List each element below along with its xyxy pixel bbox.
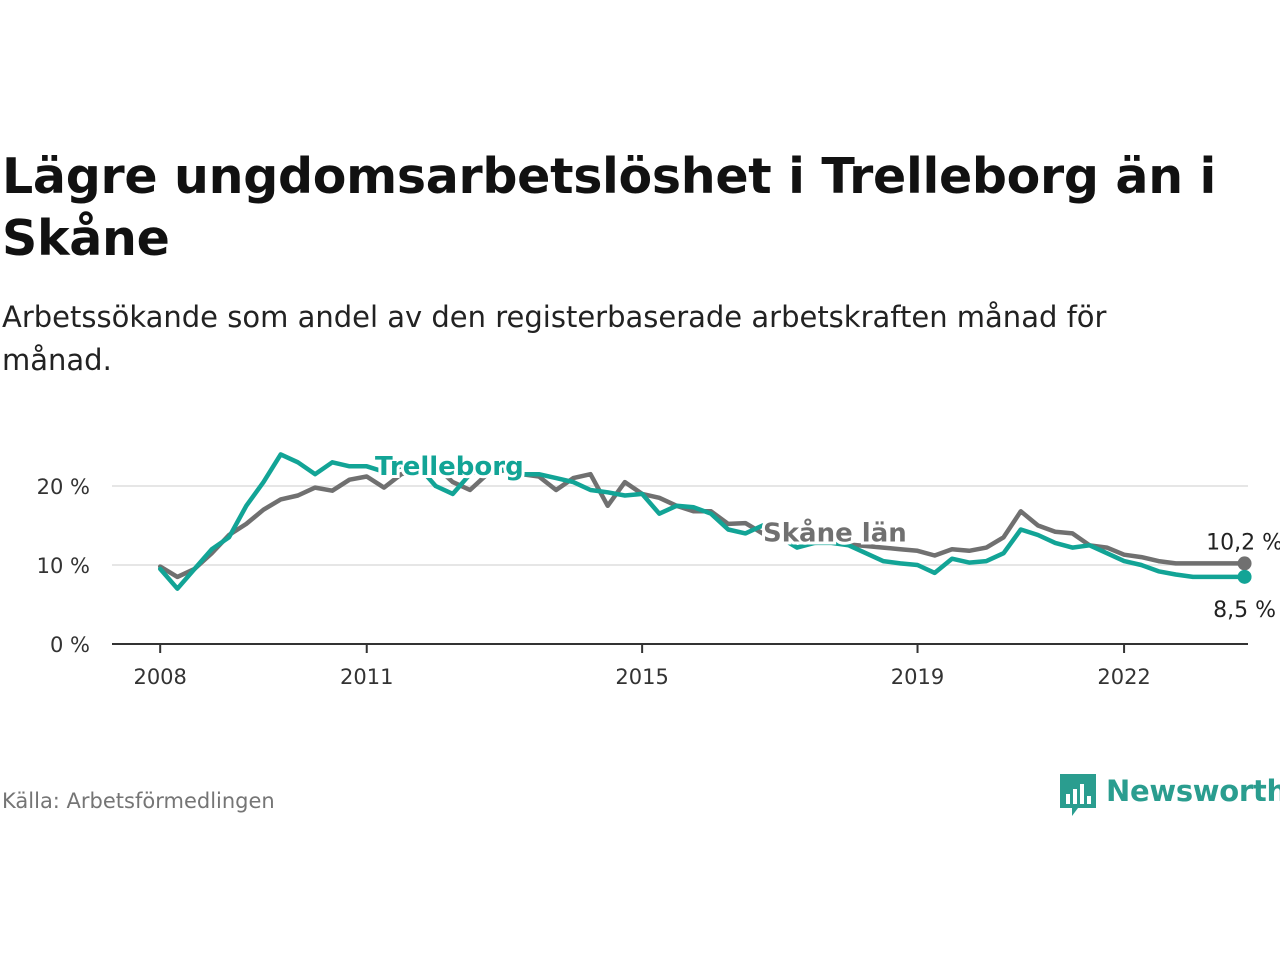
end-value-label: 10,2 % <box>1206 530 1280 555</box>
x-tick-label: 2015 <box>615 665 668 689</box>
chart-title: Lägre ungdomsarbetslöshet i Trelleborg ä… <box>2 148 1217 267</box>
line-chart: 0 % 10 % 20 % Skåne län Trelleborg 2008 2011… <box>37 449 1280 689</box>
y-axis-ticks: 0 % 10 % 20 % <box>37 475 90 657</box>
series-label: Skåne län <box>763 516 907 548</box>
x-tick-label: 2022 <box>1097 665 1150 689</box>
x-tick-label: 2019 <box>891 665 944 689</box>
end-point-marker <box>1237 569 1252 584</box>
x-tick-label: 2011 <box>340 665 393 689</box>
brand-name: Newsworthy <box>1106 774 1280 808</box>
series-labels: Skåne län Trelleborg <box>372 449 910 551</box>
newsworthy-bars-icon <box>1060 774 1096 816</box>
y-tick-label: 20 % <box>37 475 90 499</box>
x-tick-label: 2008 <box>133 665 186 689</box>
y-tick-label: 0 % <box>50 633 90 657</box>
y-tick-label: 10 % <box>37 554 90 578</box>
series-label: Trelleborg <box>375 452 524 482</box>
series-lines <box>157 452 1247 591</box>
source-note: Källa: Arbetsförmedlingen <box>2 789 275 813</box>
chart-subtitle: Arbetssökande som andel av den registerb… <box>2 300 1107 377</box>
end-point-marker <box>1237 556 1252 571</box>
end-value-label: 8,5 % <box>1213 598 1276 623</box>
end-value-annotations: 10,2 % 8,5 % <box>1206 530 1280 622</box>
x-axis: 2008 2011 2015 2019 2022 <box>112 643 1248 689</box>
gridlines <box>112 485 1248 566</box>
series-line <box>157 452 1247 591</box>
brand-logo: Newsworthy <box>1058 772 1280 820</box>
series-line <box>157 464 1247 580</box>
